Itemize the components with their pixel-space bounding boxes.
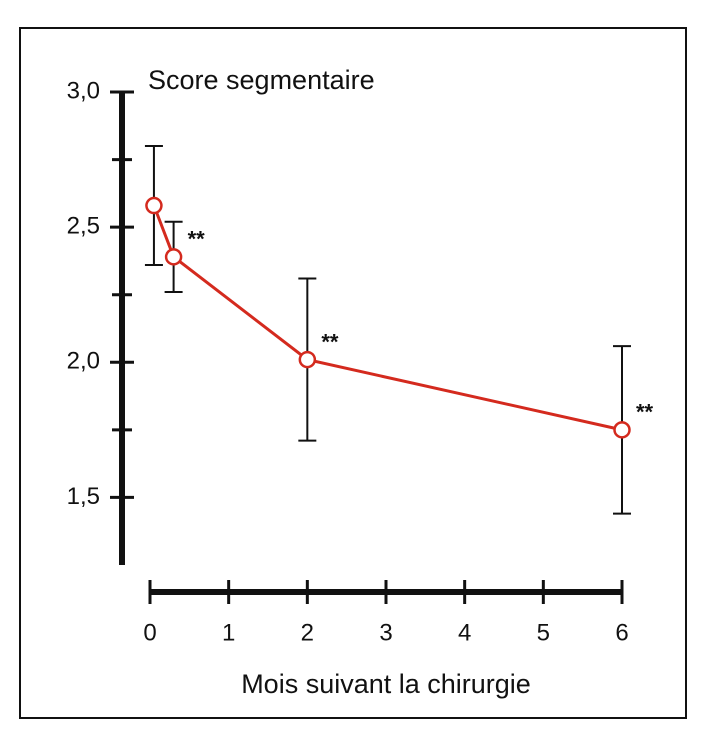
significance-label: ** [321, 329, 339, 354]
x-tick-label: 6 [615, 619, 628, 646]
frame [19, 27, 687, 719]
y-axis-label: Score segmentaire [148, 65, 375, 95]
x-tick-label: 1 [222, 619, 235, 646]
significance-label: ** [188, 227, 206, 252]
point [164, 248, 183, 266]
significance-label: ** [636, 400, 654, 425]
x-tick-label: 2 [301, 619, 314, 646]
y-tick-label: 2,0 [67, 348, 100, 375]
x-axis-label: Mois suivant la chirurgie [241, 669, 531, 699]
point [613, 421, 631, 439]
y-tick-label: 3,0 [67, 77, 100, 104]
x-tick-label: 5 [537, 619, 550, 646]
point [298, 350, 317, 369]
y-tick-label: 1,5 [67, 483, 100, 510]
x-tick-label: 0 [143, 619, 156, 646]
x-tick-label: 4 [458, 619, 471, 646]
y-tick-label: 2,5 [67, 212, 100, 239]
line [152, 204, 623, 432]
x-tick-label: 3 [379, 619, 392, 646]
point [145, 196, 163, 215]
